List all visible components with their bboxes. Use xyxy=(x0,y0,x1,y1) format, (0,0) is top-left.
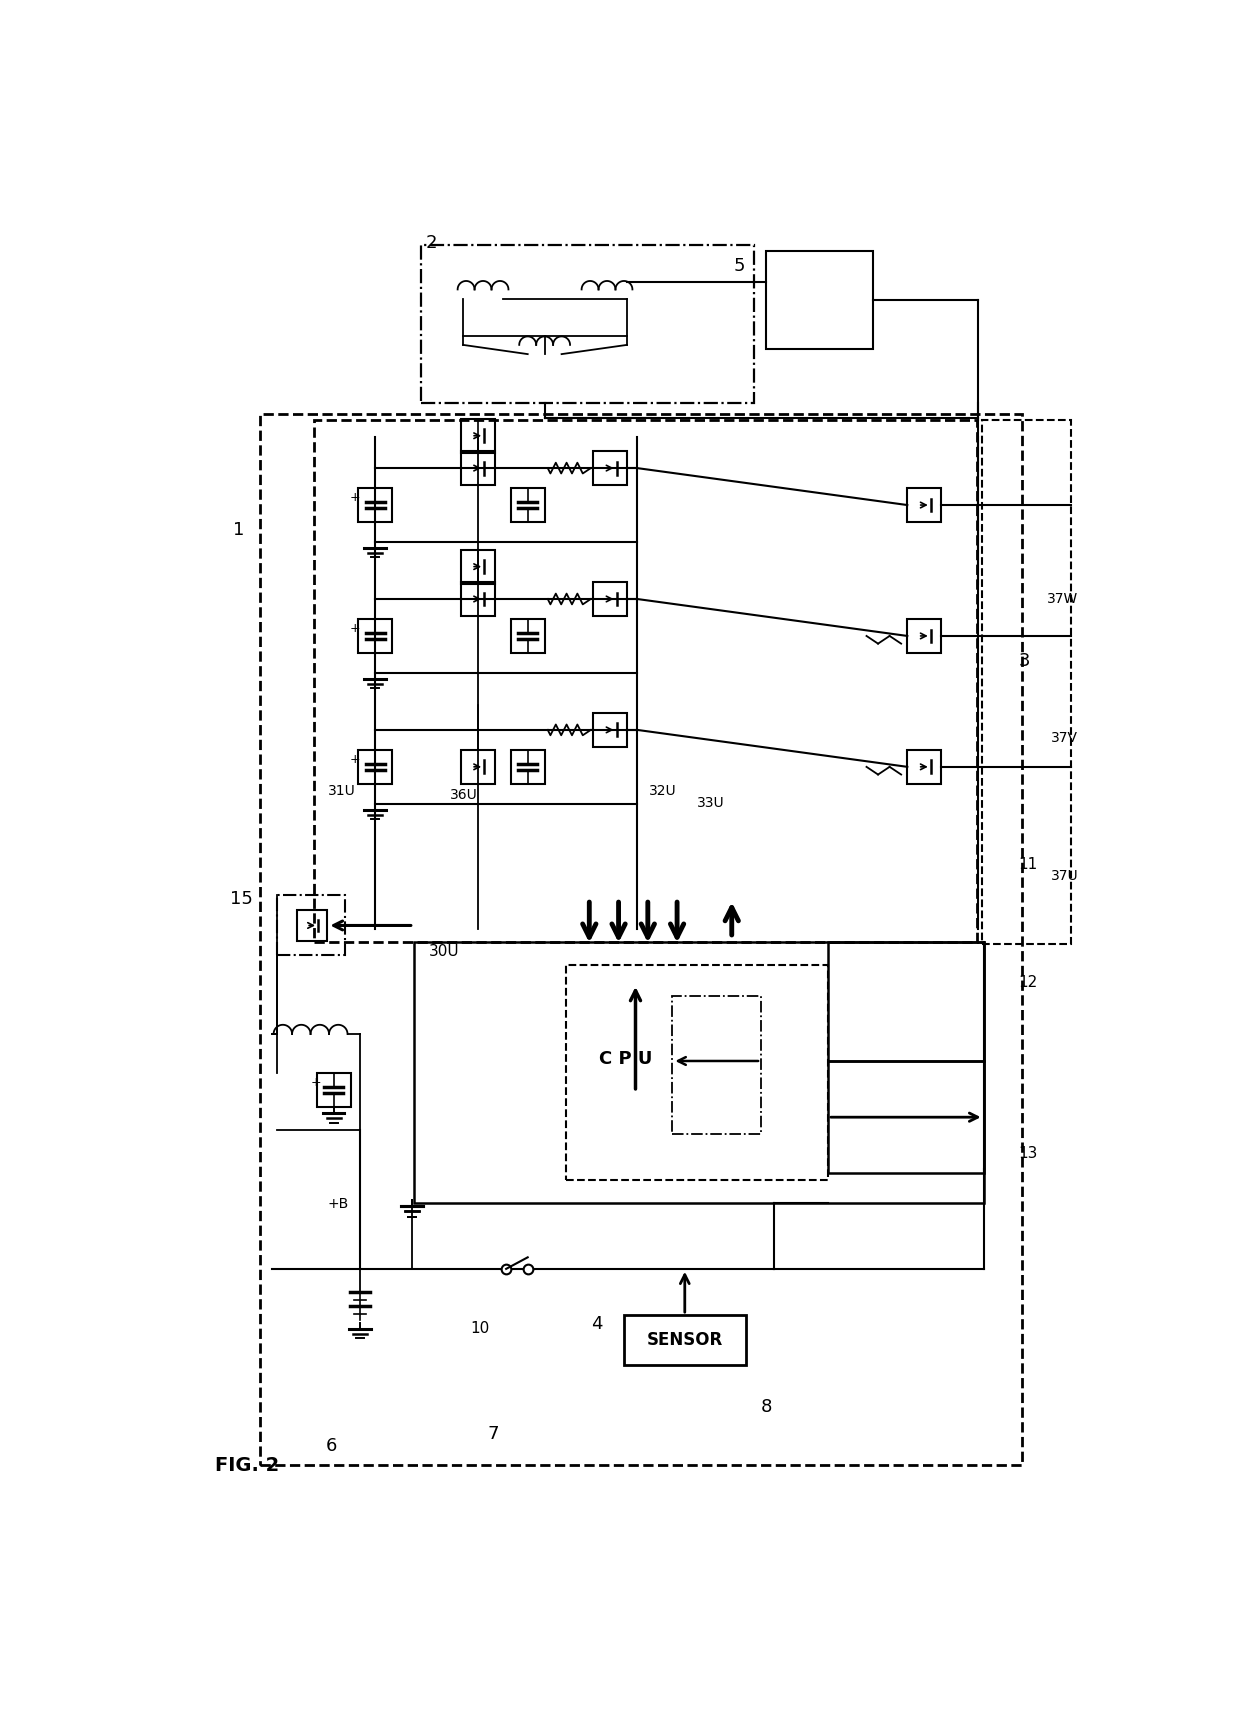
Text: 30U: 30U xyxy=(429,944,460,959)
Text: +: + xyxy=(350,753,360,765)
Bar xyxy=(296,909,327,940)
Text: 13: 13 xyxy=(1018,1147,1038,1160)
Bar xyxy=(511,749,544,784)
Bar xyxy=(828,1061,983,1172)
Text: 5: 5 xyxy=(734,258,745,275)
Bar xyxy=(511,488,544,523)
Bar xyxy=(624,1315,745,1365)
Text: 37U: 37U xyxy=(1050,870,1079,884)
Bar xyxy=(908,749,941,784)
Text: 37V: 37V xyxy=(1052,731,1079,744)
Text: 10: 10 xyxy=(470,1322,490,1336)
Bar xyxy=(766,251,873,349)
Bar xyxy=(422,244,754,402)
Bar xyxy=(358,619,392,653)
Text: 15: 15 xyxy=(229,890,253,908)
Bar xyxy=(316,1073,351,1107)
Bar xyxy=(593,583,627,615)
Text: 37W: 37W xyxy=(1047,591,1079,607)
Text: 1: 1 xyxy=(233,521,244,538)
Bar xyxy=(461,450,495,485)
Bar xyxy=(461,419,495,452)
Bar xyxy=(259,414,1022,1465)
Text: 7: 7 xyxy=(487,1425,498,1444)
Bar xyxy=(461,583,495,615)
Text: 36U: 36U xyxy=(450,789,477,803)
Bar xyxy=(567,964,828,1181)
Bar xyxy=(278,896,345,956)
Text: +B: +B xyxy=(327,1196,350,1212)
Text: +: + xyxy=(350,492,360,504)
Text: 11: 11 xyxy=(1018,858,1038,872)
Bar xyxy=(593,713,627,746)
Bar xyxy=(461,749,495,784)
Bar xyxy=(672,995,761,1135)
Text: +: + xyxy=(350,622,360,634)
Text: 6: 6 xyxy=(326,1437,337,1454)
Bar xyxy=(314,421,977,942)
Text: FIG. 2: FIG. 2 xyxy=(215,1456,279,1475)
Text: 31U: 31U xyxy=(327,784,355,799)
Bar xyxy=(828,942,983,1061)
Bar xyxy=(908,619,941,653)
Text: SENSOR: SENSOR xyxy=(646,1332,723,1349)
Bar xyxy=(593,450,627,485)
Bar xyxy=(982,421,1070,944)
Text: 2: 2 xyxy=(425,234,438,253)
Bar xyxy=(414,942,983,1203)
Text: 32U: 32U xyxy=(649,784,676,799)
Text: 4: 4 xyxy=(591,1315,603,1334)
Bar xyxy=(358,488,392,523)
Text: 8: 8 xyxy=(760,1399,773,1416)
Bar xyxy=(461,550,495,583)
Text: 3: 3 xyxy=(1018,652,1030,670)
Bar xyxy=(511,619,544,653)
Text: 33U: 33U xyxy=(697,796,724,810)
Bar xyxy=(358,749,392,784)
Text: +: + xyxy=(311,1076,321,1090)
Bar xyxy=(908,488,941,523)
Text: C P U: C P U xyxy=(599,1050,652,1069)
Text: 12: 12 xyxy=(1018,975,1038,990)
